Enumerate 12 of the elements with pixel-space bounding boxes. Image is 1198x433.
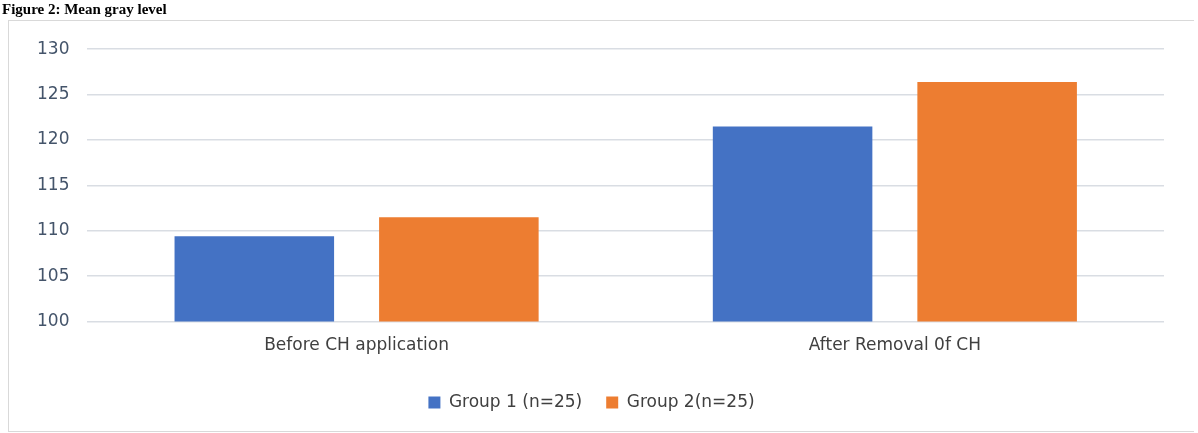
y-tick-label: 100 bbox=[36, 310, 70, 331]
y-tick-label: 120 bbox=[36, 128, 70, 149]
x-tick-label: Before CH application bbox=[264, 334, 449, 355]
y-tick-label: 115 bbox=[36, 173, 70, 194]
y-tick-label: 130 bbox=[36, 37, 70, 58]
y-tick-label: 110 bbox=[36, 219, 70, 240]
x-tick-label: After Removal 0f CH bbox=[808, 334, 981, 355]
y-tick-label: 105 bbox=[36, 264, 70, 285]
legend-label: Group 1 (n=25) bbox=[448, 390, 583, 411]
y-tick-label: 125 bbox=[36, 83, 70, 104]
chart-title: Figure 2: Mean gray level bbox=[1, 0, 168, 18]
legend-label: Group 2(n=25) bbox=[626, 390, 755, 411]
